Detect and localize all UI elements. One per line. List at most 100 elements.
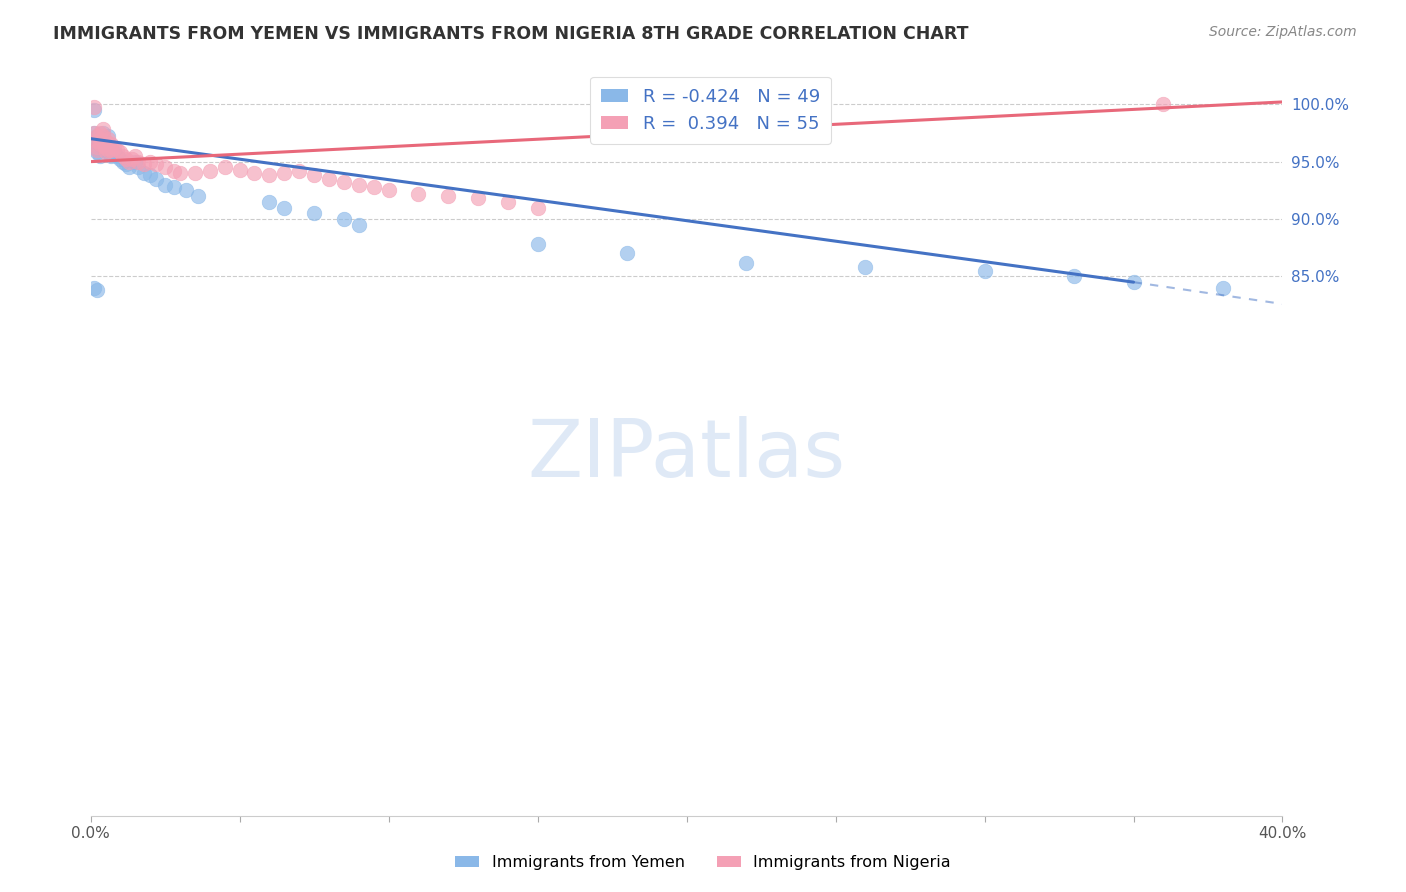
Point <box>86 283 108 297</box>
Point <box>1152 97 1174 112</box>
Point <box>1212 281 1234 295</box>
Text: Source: ZipAtlas.com: Source: ZipAtlas.com <box>1209 25 1357 39</box>
Point <box>169 166 191 180</box>
Point <box>107 149 129 163</box>
Point <box>94 145 117 160</box>
Point <box>86 145 108 160</box>
Point <box>91 126 114 140</box>
Point <box>1063 269 1085 284</box>
Point <box>112 154 135 169</box>
Point <box>437 189 460 203</box>
Point <box>91 141 114 155</box>
Point <box>333 212 356 227</box>
Point <box>91 134 114 148</box>
Point <box>94 143 117 157</box>
Point <box>103 145 125 160</box>
Point <box>174 183 197 197</box>
Point <box>347 178 370 192</box>
Point <box>124 149 146 163</box>
Point <box>83 281 105 295</box>
Point <box>97 131 120 145</box>
Point <box>97 145 120 160</box>
Point <box>110 145 132 160</box>
Point <box>228 162 250 177</box>
Point <box>94 141 117 155</box>
Point <box>288 163 311 178</box>
Point <box>83 103 105 117</box>
Point <box>616 246 638 260</box>
Point <box>97 129 120 144</box>
Point <box>100 143 122 157</box>
Point <box>89 126 111 140</box>
Point <box>302 169 325 183</box>
Point <box>139 154 162 169</box>
Point <box>83 126 105 140</box>
Point <box>91 137 114 152</box>
Point <box>145 157 167 171</box>
Point <box>89 137 111 152</box>
Point <box>973 263 995 277</box>
Point <box>163 180 186 194</box>
Point <box>110 153 132 167</box>
Text: IMMIGRANTS FROM YEMEN VS IMMIGRANTS FROM NIGERIA 8TH GRADE CORRELATION CHART: IMMIGRANTS FROM YEMEN VS IMMIGRANTS FROM… <box>53 25 969 43</box>
Point <box>163 163 186 178</box>
Point <box>243 166 266 180</box>
Point <box>318 171 340 186</box>
Point <box>273 166 295 180</box>
Point <box>259 194 281 209</box>
Point <box>377 183 399 197</box>
Legend: R = -0.424   N = 49, R =  0.394   N = 55: R = -0.424 N = 49, R = 0.394 N = 55 <box>591 77 831 144</box>
Point <box>198 163 221 178</box>
Point <box>145 171 167 186</box>
Point <box>496 194 519 209</box>
Text: ZIPatlas: ZIPatlas <box>527 416 845 494</box>
Point <box>94 134 117 148</box>
Point <box>118 161 141 175</box>
Point <box>187 189 209 203</box>
Point <box>1122 275 1144 289</box>
Point <box>83 99 105 113</box>
Point <box>467 191 489 205</box>
Point <box>526 201 548 215</box>
Point <box>127 154 149 169</box>
Point <box>83 126 105 140</box>
Point <box>86 134 108 148</box>
Point <box>100 143 122 157</box>
Point <box>94 137 117 152</box>
Point <box>214 161 236 175</box>
Point <box>121 153 143 167</box>
Point <box>112 149 135 163</box>
Point <box>115 153 138 167</box>
Point <box>91 122 114 136</box>
Point <box>89 137 111 152</box>
Point <box>86 139 108 153</box>
Point <box>97 143 120 157</box>
Point <box>91 129 114 144</box>
Point <box>184 166 207 180</box>
Point <box>89 131 111 145</box>
Point <box>735 255 758 269</box>
Point <box>273 201 295 215</box>
Point <box>100 137 122 152</box>
Point <box>139 169 162 183</box>
Point <box>89 149 111 163</box>
Point <box>363 180 385 194</box>
Point <box>97 137 120 152</box>
Point <box>134 157 156 171</box>
Point <box>408 186 430 201</box>
Point <box>153 178 176 192</box>
Point <box>86 143 108 157</box>
Point <box>302 206 325 220</box>
Point <box>259 169 281 183</box>
Point <box>97 137 120 152</box>
Point <box>333 175 356 189</box>
Point <box>86 139 108 153</box>
Point <box>89 131 111 145</box>
Point <box>347 218 370 232</box>
Point <box>134 166 156 180</box>
Point <box>86 143 108 157</box>
Point <box>124 154 146 169</box>
Point <box>115 157 138 171</box>
Legend: Immigrants from Yemen, Immigrants from Nigeria: Immigrants from Yemen, Immigrants from N… <box>449 849 957 877</box>
Point <box>153 161 176 175</box>
